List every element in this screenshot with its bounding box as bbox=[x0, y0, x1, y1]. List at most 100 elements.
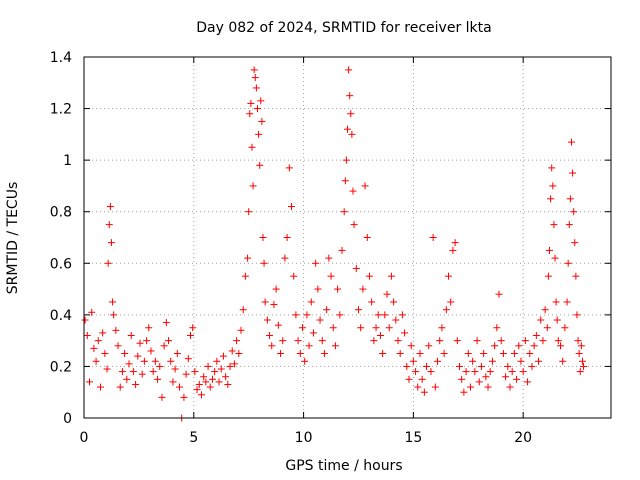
data-point bbox=[114, 342, 122, 350]
data-point bbox=[314, 285, 322, 293]
data-point bbox=[401, 329, 409, 337]
data-point bbox=[398, 311, 406, 319]
data-point bbox=[425, 342, 433, 350]
data-point bbox=[565, 221, 573, 229]
data-point bbox=[213, 357, 221, 365]
data-point bbox=[160, 342, 168, 350]
data-point bbox=[508, 368, 516, 376]
data-point bbox=[245, 208, 253, 216]
data-point bbox=[497, 337, 505, 345]
data-point bbox=[106, 203, 114, 211]
data-point bbox=[466, 383, 474, 391]
y-tick-label: 0.8 bbox=[50, 205, 72, 221]
data-point bbox=[357, 324, 365, 332]
x-tick-label: 15 bbox=[404, 430, 422, 446]
data-point bbox=[573, 311, 581, 319]
ticks-layer: 0 0.2 0.4 0.6 0.8 1 1.2 1.4 0 5 10 15 20 bbox=[50, 50, 611, 446]
data-point bbox=[574, 337, 582, 345]
data-point bbox=[427, 368, 435, 376]
data-point bbox=[96, 383, 104, 391]
data-point bbox=[281, 254, 289, 262]
data-point bbox=[189, 324, 197, 332]
data-point bbox=[451, 239, 459, 247]
data-point bbox=[539, 337, 547, 345]
data-point bbox=[491, 342, 499, 350]
data-point bbox=[266, 331, 274, 339]
data-point bbox=[449, 246, 457, 254]
data-point bbox=[336, 311, 344, 319]
data-point bbox=[156, 362, 164, 370]
data-point bbox=[575, 350, 583, 358]
data-point bbox=[151, 357, 159, 365]
data-point bbox=[347, 110, 355, 118]
data-point bbox=[379, 350, 387, 358]
data-point bbox=[253, 105, 261, 113]
data-point bbox=[165, 337, 173, 345]
data-point bbox=[530, 342, 538, 350]
data-point bbox=[418, 375, 426, 383]
data-point bbox=[121, 350, 129, 358]
data-point bbox=[546, 246, 554, 254]
data-point bbox=[566, 195, 574, 203]
data-point bbox=[104, 259, 112, 267]
y-tick-label: 0 bbox=[63, 411, 72, 427]
data-point bbox=[292, 311, 300, 319]
data-point bbox=[416, 350, 424, 358]
data-point bbox=[407, 342, 415, 350]
data-point bbox=[506, 383, 514, 391]
data-point bbox=[559, 357, 567, 365]
data-point bbox=[173, 350, 181, 358]
data-point bbox=[544, 272, 552, 280]
data-point bbox=[524, 378, 532, 386]
data-point bbox=[140, 357, 148, 365]
data-point bbox=[412, 368, 420, 376]
data-point bbox=[473, 337, 481, 345]
data-point bbox=[561, 324, 569, 332]
data-point bbox=[325, 254, 333, 262]
data-point bbox=[553, 316, 561, 324]
data-point bbox=[285, 164, 293, 172]
data-point bbox=[543, 324, 551, 332]
data-point bbox=[252, 84, 260, 92]
y-tick-label: 0.4 bbox=[50, 308, 72, 324]
data-point bbox=[123, 375, 131, 383]
data-point bbox=[279, 337, 287, 345]
data-point bbox=[294, 337, 302, 345]
data-point bbox=[359, 285, 367, 293]
data-point bbox=[381, 311, 389, 319]
data-point bbox=[372, 324, 380, 332]
data-point bbox=[455, 362, 463, 370]
data-point bbox=[464, 350, 472, 358]
data-point bbox=[283, 234, 291, 241]
data-point bbox=[222, 373, 230, 381]
data-point bbox=[341, 177, 349, 185]
data-point bbox=[99, 329, 107, 337]
data-point bbox=[134, 352, 142, 360]
data-point bbox=[191, 368, 199, 376]
data-point bbox=[396, 350, 404, 358]
data-point bbox=[486, 368, 494, 376]
data-point bbox=[230, 360, 238, 368]
data-point bbox=[226, 362, 234, 370]
data-point bbox=[307, 298, 315, 306]
data-point bbox=[320, 350, 328, 358]
data-point bbox=[270, 301, 278, 309]
data-point bbox=[118, 368, 126, 376]
data-point bbox=[383, 290, 391, 298]
data-point bbox=[136, 339, 144, 347]
data-point bbox=[502, 373, 510, 381]
data-point bbox=[431, 383, 439, 391]
data-point bbox=[549, 182, 557, 190]
data-point bbox=[535, 357, 543, 365]
data-point bbox=[261, 298, 269, 306]
data-point bbox=[195, 380, 203, 388]
data-point bbox=[453, 337, 461, 345]
data-point bbox=[186, 331, 194, 339]
data-point bbox=[237, 326, 245, 334]
data-point bbox=[368, 298, 376, 306]
data-point bbox=[488, 357, 496, 365]
data-point bbox=[556, 342, 564, 350]
data-point bbox=[154, 375, 162, 383]
y-tick-label: 0.6 bbox=[50, 256, 72, 272]
